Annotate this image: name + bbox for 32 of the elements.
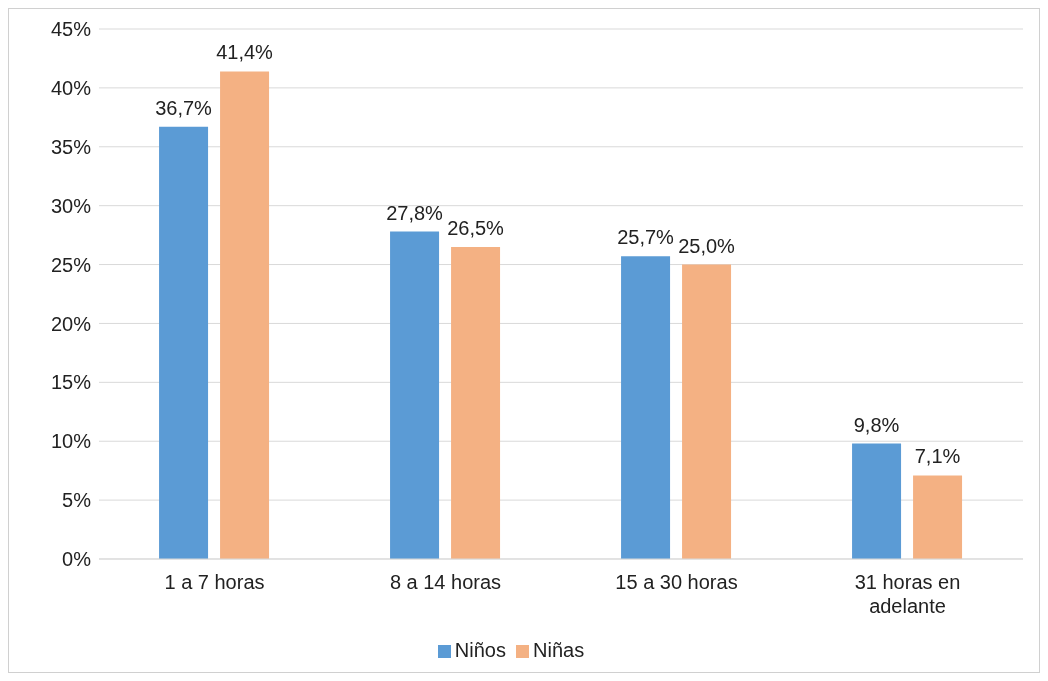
x-tick-label: 8 a 14 horas [389, 571, 502, 593]
y-tick-label: 0% [62, 548, 92, 571]
data-label: 41,4% [216, 41, 274, 64]
bar [621, 256, 671, 559]
x-tick-label: 1 a 7 horas [164, 571, 265, 593]
bar [852, 443, 902, 559]
bar [390, 231, 440, 559]
legend-label: Niñas [533, 639, 585, 661]
data-label: 27,8% [386, 201, 444, 224]
x-tick-label: 31 horas en adelante [854, 571, 961, 617]
legend-label: Niños [454, 639, 506, 661]
y-tick-label: 30% [50, 194, 92, 217]
data-label: 7,1% [914, 445, 961, 468]
y-tick-label: 35% [50, 135, 92, 158]
y-tick-label: 45% [50, 18, 92, 41]
x-tick-label: 15 a 30 horas [615, 571, 738, 593]
bar [913, 475, 963, 559]
data-label: 26,5% [447, 216, 505, 239]
bar [451, 246, 501, 559]
bar [220, 71, 270, 559]
y-tick-label: 15% [50, 371, 92, 394]
y-tick-label: 40% [50, 76, 92, 99]
data-label: 25,7% [617, 226, 675, 249]
y-tick-label: 10% [50, 430, 92, 453]
bar [159, 126, 209, 559]
y-tick-label: 20% [50, 312, 92, 335]
data-label: 36,7% [155, 96, 213, 119]
data-label: 9,8% [853, 413, 900, 436]
data-label: 25,0% [678, 234, 736, 257]
y-tick-label: 25% [50, 253, 92, 276]
bar [682, 264, 732, 559]
y-tick-label: 5% [62, 489, 92, 512]
